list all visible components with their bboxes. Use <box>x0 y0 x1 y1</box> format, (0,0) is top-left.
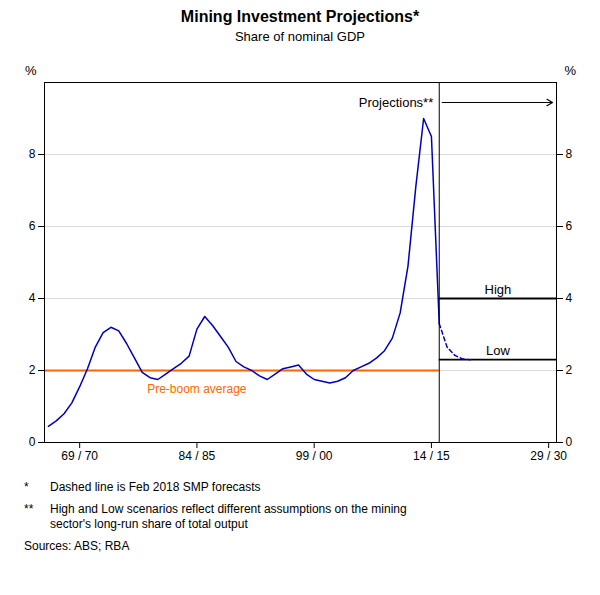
svg-text:High: High <box>484 282 511 297</box>
svg-text:2: 2 <box>566 363 573 377</box>
svg-text:69 / 70: 69 / 70 <box>61 449 98 463</box>
svg-text:6: 6 <box>566 219 573 233</box>
svg-text:0: 0 <box>29 435 36 449</box>
html-text:Dashed line is Feb 2018 SMP fo: Dashed line is Feb 2018 SMP forecasts <box>50 480 261 494</box>
svg-text:29 / 30: 29 / 30 <box>530 449 567 463</box>
svg-text:Projections**: Projections** <box>359 95 433 110</box>
svg-text:Pre-boom average: Pre-boom average <box>147 382 247 396</box>
svg-text:84 / 85: 84 / 85 <box>179 449 216 463</box>
html-text:Mining Investment Projections*: Mining Investment Projections* <box>180 8 420 25</box>
svg-text:4: 4 <box>566 291 573 305</box>
svg-text:8: 8 <box>566 147 573 161</box>
html-text:Sources: ABS; RBA: Sources: ABS; RBA <box>24 538 130 553</box>
svg-text:2: 2 <box>29 363 36 377</box>
svg-text:14 / 15: 14 / 15 <box>413 449 450 463</box>
svg-text:6: 6 <box>29 219 36 233</box>
svg-text:4: 4 <box>29 291 36 305</box>
html-text:High and Low scenarios reflect: High and Low scenarios reflect different… <box>50 501 407 532</box>
svg-text:%: % <box>25 63 37 78</box>
svg-text:8: 8 <box>29 147 36 161</box>
svg-text:99 / 00: 99 / 00 <box>296 449 333 463</box>
html-text:Share of nominal GDP: Share of nominal GDP <box>235 29 365 44</box>
svg-text:%: % <box>565 63 577 78</box>
svg-text:0: 0 <box>566 435 573 449</box>
svg-text:Low: Low <box>486 343 510 358</box>
